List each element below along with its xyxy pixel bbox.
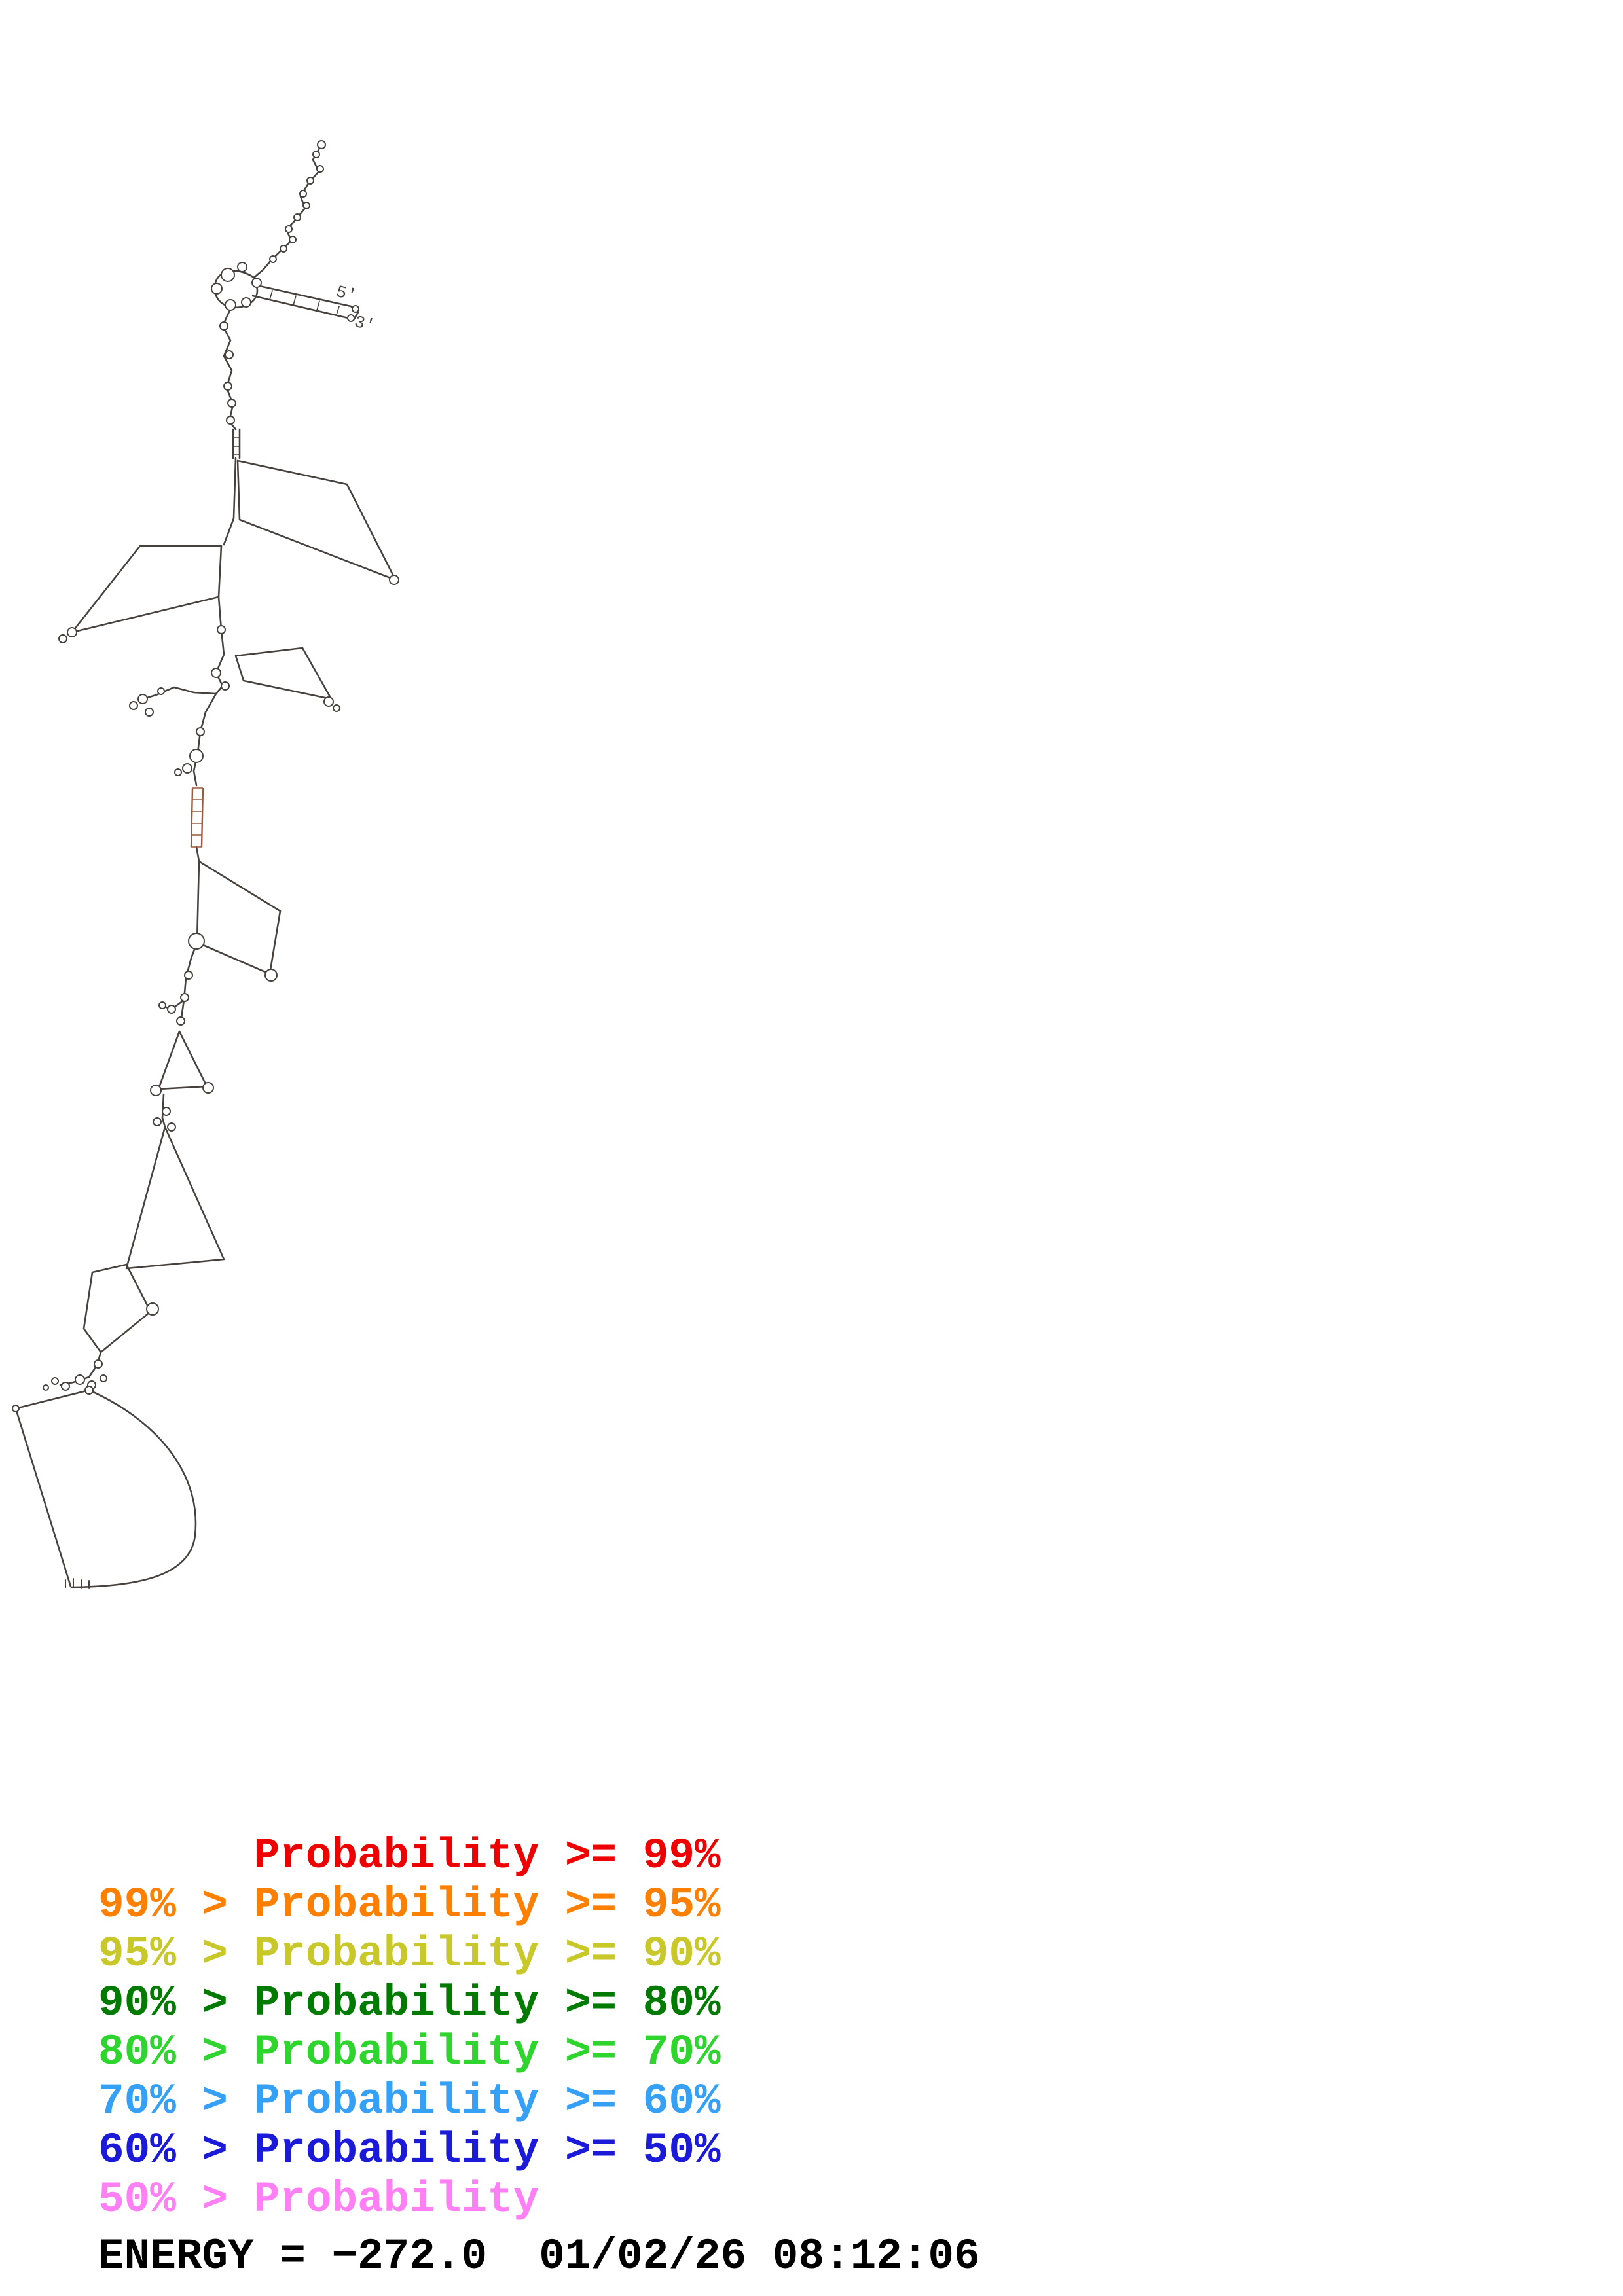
three-prime-label: 3': [352, 312, 377, 336]
nucleotide-circles: [12, 140, 399, 1412]
legend-item-70-80: 80% > Probability >= 70%: [98, 2028, 721, 2077]
legend-item-90-95: 95% > Probability >= 90%: [98, 1929, 721, 1979]
energy-readout: ENERGY = −272.0 01/02/26 08:12:06: [98, 2232, 980, 2281]
legend-item-lt-50: 50% > Probability: [98, 2175, 539, 2224]
probability-legend: Probability >= 99% 99% > Probability >= …: [98, 1831, 721, 2224]
legend-item-80-90: 90% > Probability >= 80%: [98, 1979, 721, 2028]
legend-item-50-60: 60% > Probability >= 50%: [98, 2126, 721, 2175]
legend-item-ge-99: Probability >= 99%: [98, 1831, 721, 1880]
helix-ladder: [190, 787, 204, 848]
legend-item-60-70: 70% > Probability >= 60%: [98, 2077, 721, 2126]
legend-item-95-99: 99% > Probability >= 95%: [98, 1880, 721, 1929]
rna-backbone: [14, 143, 397, 1589]
